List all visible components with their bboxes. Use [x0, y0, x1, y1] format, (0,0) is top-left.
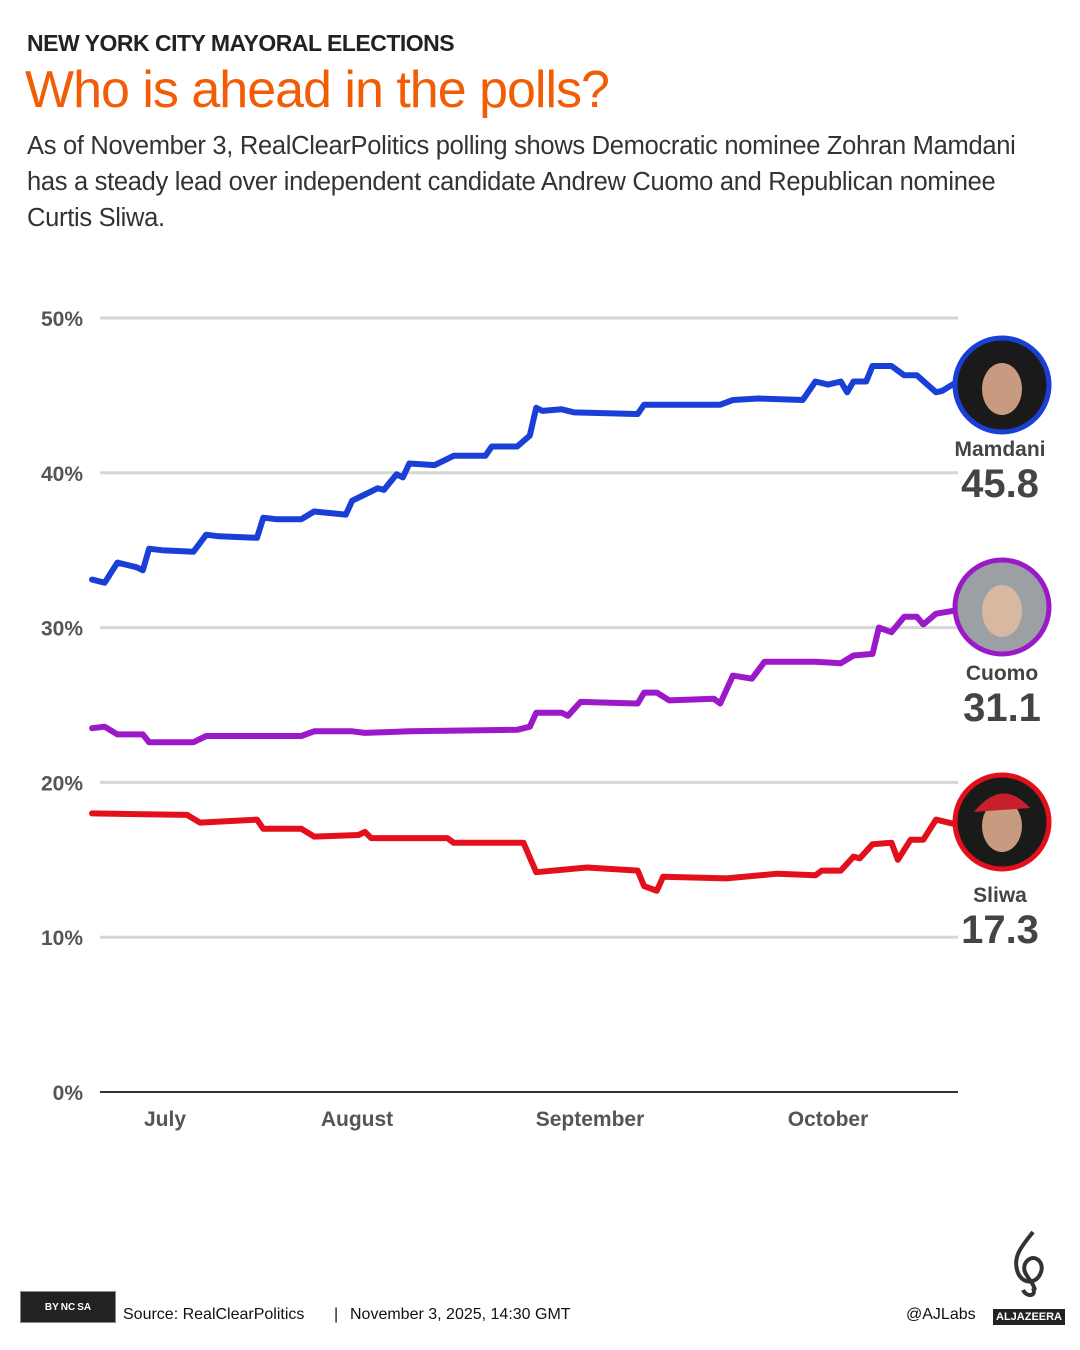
description: As of November 3, RealClearPolitics poll…: [27, 132, 1016, 232]
candidate-face: [982, 363, 1022, 415]
timestamp: November 3, 2025, 14:30 GMT: [350, 1306, 571, 1323]
mamdani-label: Mamdani: [954, 438, 1046, 461]
sliwa-value: 17.3: [961, 908, 1039, 952]
candidate-face: [982, 585, 1022, 637]
cuomo-label: Cuomo: [965, 662, 1039, 685]
y-tick-label: 10%: [41, 927, 83, 950]
handle: @AJLabs: [906, 1306, 976, 1323]
aljazeera-calligraphy-icon: [1014, 1230, 1044, 1297]
beret-icon: [974, 793, 1030, 812]
license-label: BY: [44, 1301, 59, 1313]
x-tick-label: August: [320, 1108, 394, 1131]
kicker: NEW YORK CITY MAYORAL ELECTIONS: [27, 30, 455, 56]
y-tick-label: 50%: [41, 308, 83, 331]
mamdani-value: 45.8: [961, 462, 1039, 506]
series-line-cuomo: [89, 607, 958, 746]
series-line-mamdani: [89, 363, 958, 586]
separator: |: [334, 1306, 339, 1323]
x-tick-label: October: [787, 1108, 869, 1131]
candidate-face: [982, 800, 1022, 852]
license-label: NC: [60, 1301, 76, 1313]
y-tick-label: 40%: [41, 463, 83, 486]
series-line-sliwa: [89, 810, 958, 894]
sliwa-label: Sliwa: [973, 884, 1027, 907]
cuomo-value: 31.1: [963, 686, 1041, 730]
x-tick-label: September: [535, 1108, 645, 1131]
y-tick-label: 0%: [53, 1082, 84, 1105]
line-chart: 0% 10% 20% 30% 40% 50%: [41, 308, 1052, 1105]
creative-commons-icon: BY NC SA: [20, 1291, 116, 1323]
y-tick-label: 30%: [41, 618, 83, 641]
aljazeera-logo: ALJAZEERA: [993, 1309, 1066, 1325]
x-tick-label: July: [143, 1108, 187, 1131]
y-tick-label: 20%: [41, 772, 83, 795]
source: Source: RealClearPolitics: [123, 1306, 305, 1323]
license-label: SA: [77, 1301, 92, 1313]
page-title: Who is ahead in the polls?: [25, 61, 610, 119]
